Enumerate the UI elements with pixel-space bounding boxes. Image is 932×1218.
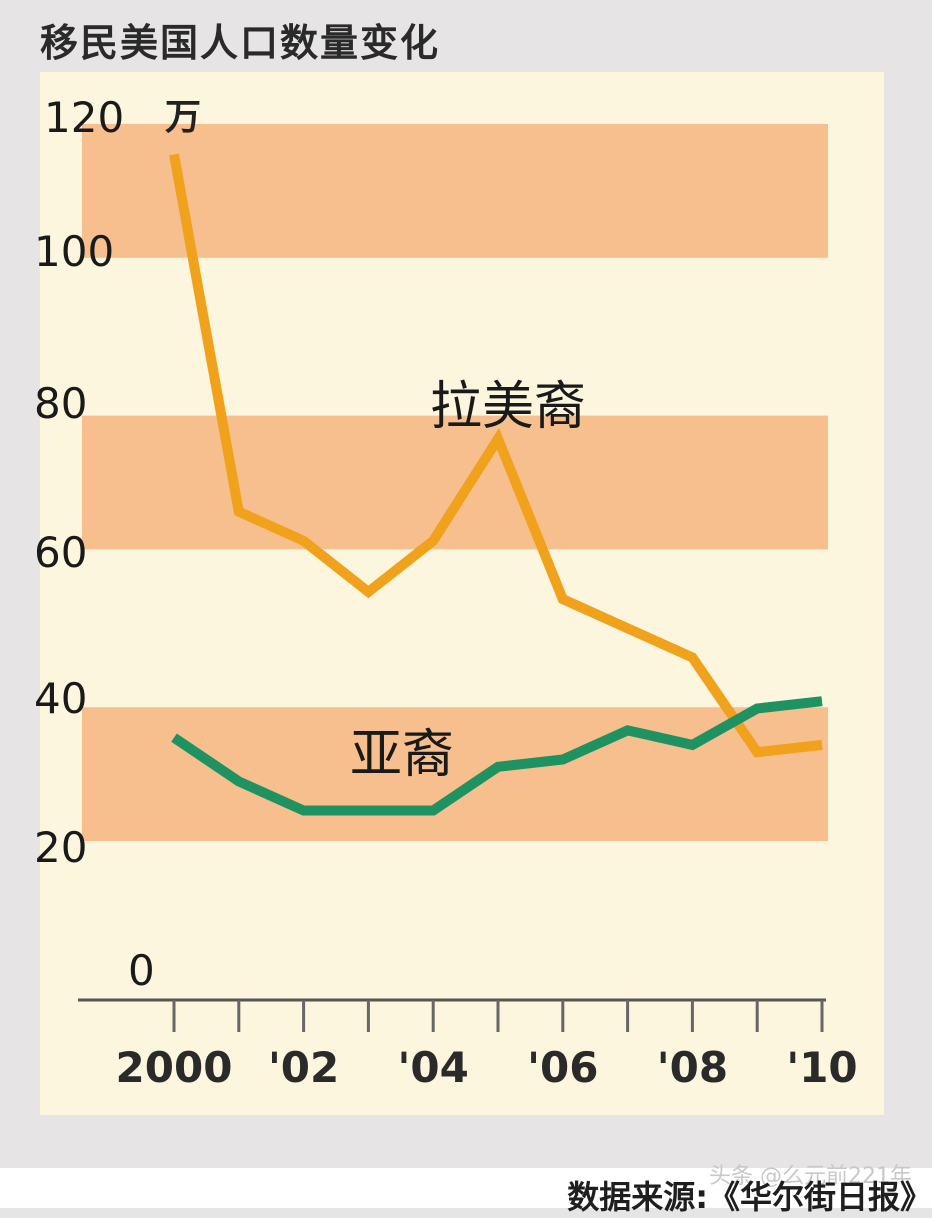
asian-line [171, 696, 823, 816]
unit-label: 万 [165, 97, 202, 138]
x-tick-label: '08 [657, 1043, 728, 1092]
x-tick-label: '02 [268, 1043, 339, 1092]
x-tick-label: '06 [527, 1043, 598, 1092]
series-label: 亚裔 [350, 725, 454, 785]
x-tick-label: 2000 [116, 1043, 233, 1092]
y-tick-label: 120 [44, 93, 124, 142]
x-tick-label: '04 [398, 1043, 469, 1092]
grid-band-1 [82, 124, 828, 258]
y-tick-label: 0 [128, 946, 155, 995]
chart-title: 移民美国人口数量变化 [40, 21, 441, 65]
y-tick-label: 20 [34, 823, 87, 872]
y-tick-label: 100 [34, 227, 114, 276]
source-note: 数据来源:《华尔街日报》 [567, 1178, 932, 1216]
latino-line [169, 153, 823, 758]
watermark: 头条 @么元前221年 [709, 1164, 912, 1189]
y-tick-label: 60 [34, 528, 87, 577]
grid-band-3 [82, 707, 828, 841]
y-tick-label: 80 [34, 379, 87, 428]
series-label: 拉美裔 [430, 377, 586, 437]
grid-band-2 [82, 415, 828, 550]
y-tick-label: 40 [34, 674, 87, 723]
footer-bar [0, 1168, 932, 1208]
x-tick-label: '10 [786, 1043, 857, 1092]
